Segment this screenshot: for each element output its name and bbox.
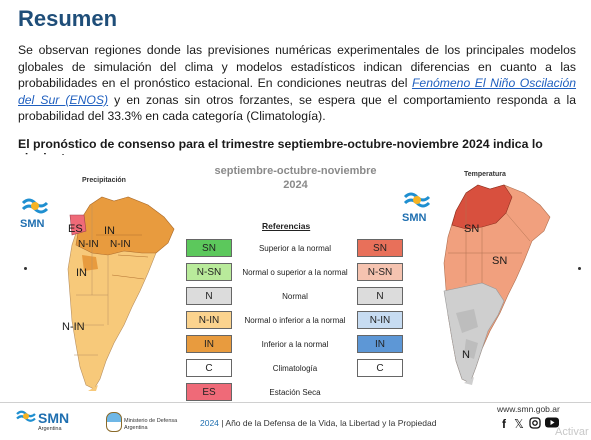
legend-precip-nin: N-IN: [186, 311, 232, 329]
smn-logo-text: SMN: [20, 218, 45, 230]
season-year: 2024: [283, 179, 308, 191]
footer-year: 2024: [200, 418, 219, 428]
precip-label-es: ES: [68, 223, 83, 235]
legend-desc-c: Climatología: [272, 364, 318, 373]
youtube-icon[interactable]: [545, 417, 559, 431]
paragraph-part2: y en zonas sin otros forzantes, se esper…: [18, 92, 576, 124]
island-marker: [578, 267, 581, 270]
legend-precip-in: IN: [186, 335, 232, 353]
smn-wave-icon: [16, 410, 36, 422]
legend-temp-sn: SN: [357, 239, 403, 257]
temperature-map: [443, 184, 551, 385]
footer-smn-text: SMN: [38, 410, 70, 426]
legend-precip-es: ES: [186, 383, 232, 401]
smn-logo-left: SMN: [20, 195, 50, 230]
legend-precip-nsn: N-SN: [186, 263, 232, 281]
temp-label-sn-north: SN: [464, 223, 480, 235]
smn-wave-icon: [403, 192, 431, 208]
legend-temp-c: C: [357, 359, 403, 377]
paragraph-part1: Se observan regiones donde las prevision…: [18, 43, 576, 91]
temp-label-n-south: N: [462, 349, 470, 361]
legend-temp-nsn: N-SN: [357, 263, 403, 281]
footer-url[interactable]: www.smn.gob.ar: [497, 404, 560, 414]
precip-label-nin-south: N-IN: [62, 321, 85, 333]
footer-smn-sub: Argentina: [38, 426, 62, 432]
facebook-icon[interactable]: f: [502, 417, 506, 431]
footer-motto: 2024 | Año de la Defensa de la Vida, la …: [200, 418, 436, 428]
footer-motto-text: | Año de la Defensa de la Vida, la Liber…: [221, 418, 437, 428]
temp-label-sn-center: SN: [492, 255, 508, 267]
precip-label-nin-north: N-IN: [78, 239, 99, 250]
smn-logo-right: SMN: [402, 189, 432, 224]
temp-map-title: Temperatura: [464, 171, 506, 178]
legend-desc-sn: Superior a la normal: [258, 244, 332, 253]
x-twitter-icon[interactable]: 𝕏: [514, 417, 524, 431]
legend-precip-sn: SN: [186, 239, 232, 257]
season-title: septiembre-octubre-noviembre: [214, 165, 377, 177]
legend-temp-nin: N-IN: [357, 311, 403, 329]
legend-temp-n: N: [357, 287, 403, 305]
legend-desc-es: Estación Seca: [269, 388, 321, 397]
smn-logo-text: SMN: [402, 212, 427, 224]
ministerio-line2: Argentina: [124, 424, 148, 431]
ministerio-label: Ministerio de Defensa Argentina: [124, 418, 177, 431]
precipitation-map: [67, 196, 175, 391]
forecast-figure: septiembre-octubre-noviembre 2024 Precip…: [6, 155, 585, 401]
enos-link[interactable]: Fenómeno El Niño Oscilación del Sur (ENO…: [18, 76, 577, 107]
page-title: Resumen: [18, 6, 118, 31]
legend-precip-n: N: [186, 287, 232, 305]
instagram-icon[interactable]: [528, 417, 542, 431]
activation-watermark: Activar: [555, 426, 589, 438]
precip-label-in-center: IN: [76, 267, 87, 279]
legend-precip-c: C: [186, 359, 232, 377]
island-marker: [24, 267, 27, 270]
precip-label-in-north: IN: [104, 225, 115, 237]
legend-desc-n: Normal: [282, 292, 308, 301]
smn-wave-icon: [21, 198, 49, 214]
precip-label-nin-northeast: N-IN: [110, 239, 131, 250]
legend-temp-in: IN: [357, 335, 403, 353]
precip-map-title: Precipitación: [82, 177, 126, 184]
legend-desc-in: Inferior a la normal: [261, 340, 329, 349]
footer-smn-logo: SMN Argentina: [14, 408, 69, 432]
footer-divider: [0, 402, 591, 403]
legend-desc-nsn: Normal o superior a la normal: [242, 268, 348, 277]
legend-title: Referencias: [262, 221, 311, 231]
ministerio-line1: Ministerio de Defensa: [124, 418, 178, 424]
argentina-coat-of-arms-icon: [106, 412, 122, 432]
summary-paragraph: Se observan regiones donde las prevision…: [18, 42, 576, 125]
legend-desc-nin: Normal o inferior a la normal: [244, 316, 346, 325]
